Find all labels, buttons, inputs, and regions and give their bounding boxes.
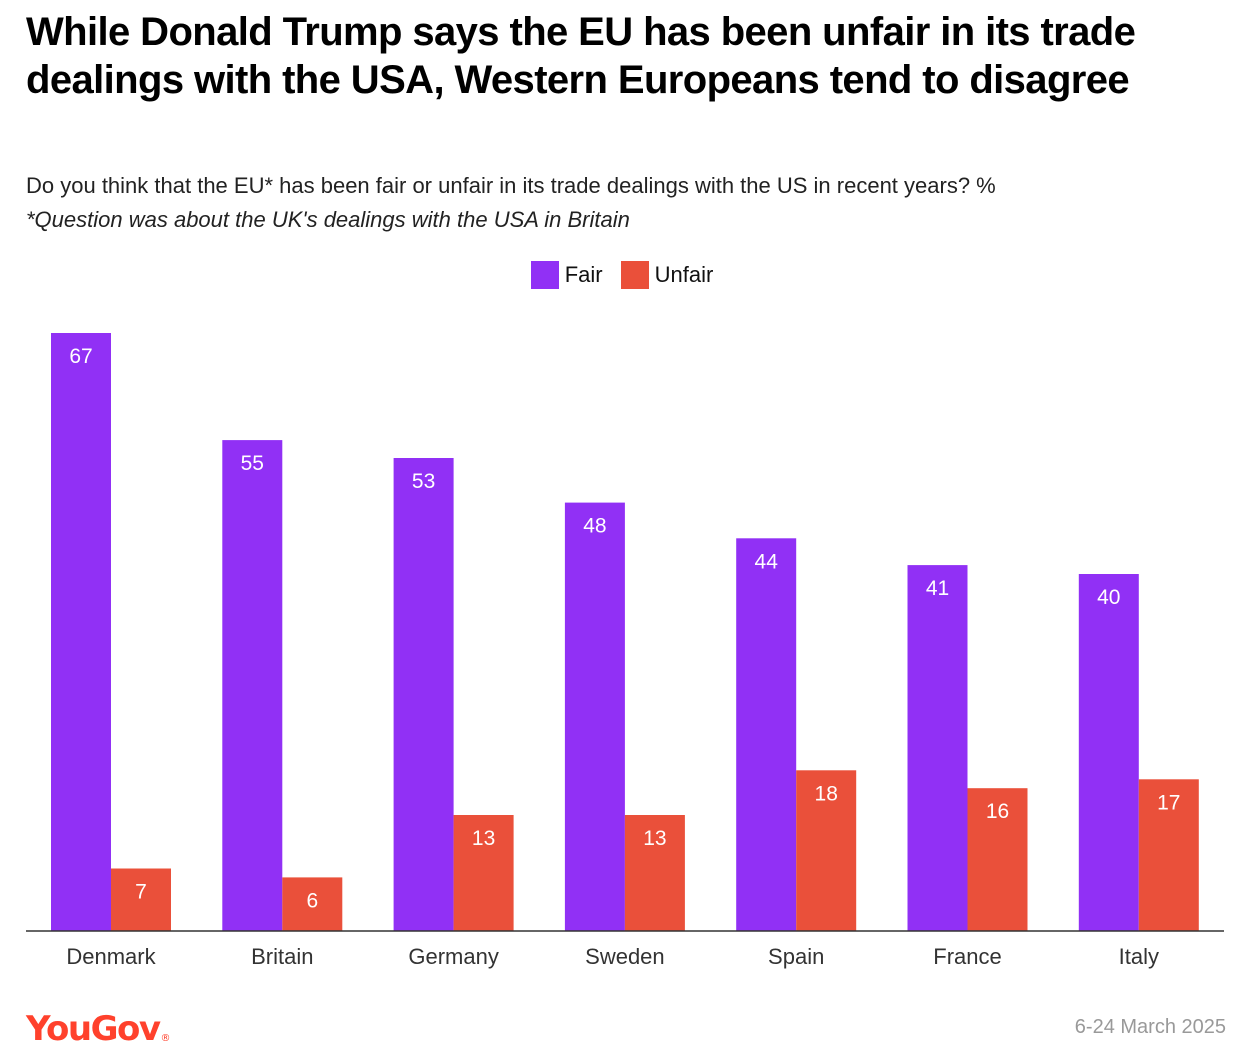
- bar-unfair-germany: [453, 815, 514, 931]
- x-tick-label-sweden: Sweden: [585, 944, 665, 969]
- data-label-fair-spain: 44: [755, 550, 779, 573]
- bar-fair-france: [907, 565, 968, 931]
- data-label-unfair-france: 16: [986, 800, 1009, 823]
- data-label-unfair-denmark: 7: [135, 881, 147, 904]
- bar-fair-britain: [222, 440, 283, 931]
- chart-title: While Donald Trump says the EU has been …: [26, 10, 1136, 102]
- data-label-unfair-italy: 17: [1157, 791, 1180, 814]
- yougov-logo: YouGov®: [26, 1006, 171, 1052]
- data-label-fair-italy: 40: [1097, 586, 1120, 609]
- data-label-fair-france: 41: [926, 577, 949, 600]
- legend-label-unfair: Unfair: [654, 262, 714, 287]
- x-tick-label-france: France: [933, 944, 1001, 969]
- bar-unfair-denmark: [111, 868, 171, 931]
- legend: Fair Unfair: [0, 258, 1244, 292]
- data-label-unfair-britain: 6: [306, 889, 318, 912]
- legend-item-unfair: Unfair: [620, 261, 714, 289]
- legend-label-fair: Fair: [564, 262, 603, 287]
- chart-note: *Question was about the UK's dealings wi…: [26, 207, 630, 232]
- chart-subtitle: Do you think that the EU* has been fair …: [26, 173, 996, 198]
- x-tick-label-denmark: Denmark: [66, 944, 156, 969]
- data-label-fair-britain: 55: [241, 452, 264, 475]
- bar-fair-sweden: [564, 502, 625, 931]
- bar-unfair-italy: [1138, 779, 1199, 931]
- survey-date: 6-24 March 2025: [1074, 1016, 1226, 1038]
- trademark-mark: ®: [160, 1033, 171, 1044]
- bar-fair-italy: [1078, 574, 1139, 931]
- bar-unfair-france: [967, 788, 1028, 931]
- data-label-unfair-germany: 13: [472, 827, 495, 850]
- x-tick-label-germany: Germany: [408, 944, 498, 969]
- data-label-unfair-spain: 18: [815, 782, 838, 805]
- bar-fair-spain: [736, 538, 797, 931]
- bar-unfair-sweden: [624, 815, 685, 931]
- legend-item-fair: Fair: [530, 261, 603, 289]
- data-label-fair-germany: 53: [412, 470, 435, 493]
- x-tick-label-britain: Britain: [251, 944, 313, 969]
- bar-unfair-spain: [796, 770, 857, 931]
- legend-swatch-unfair: [620, 261, 649, 289]
- x-tick-label-spain: Spain: [768, 944, 824, 969]
- yougov-logo-text: YouGov: [26, 1009, 161, 1049]
- x-tick-label-italy: Italy: [1119, 944, 1159, 969]
- bar-unfair-britain: [282, 877, 343, 931]
- bar-fair-germany: [393, 458, 454, 931]
- data-label-fair-sweden: 48: [583, 515, 606, 538]
- data-label-fair-denmark: 67: [69, 345, 92, 368]
- bar-fair-denmark: [51, 333, 111, 931]
- bar-chart: 67 7 Denmark 55 6 Britain 53 13 Germany 48 13 Swede…: [26, 333, 1224, 969]
- legend-swatch-fair: [530, 261, 559, 289]
- data-label-unfair-sweden: 13: [643, 827, 666, 850]
